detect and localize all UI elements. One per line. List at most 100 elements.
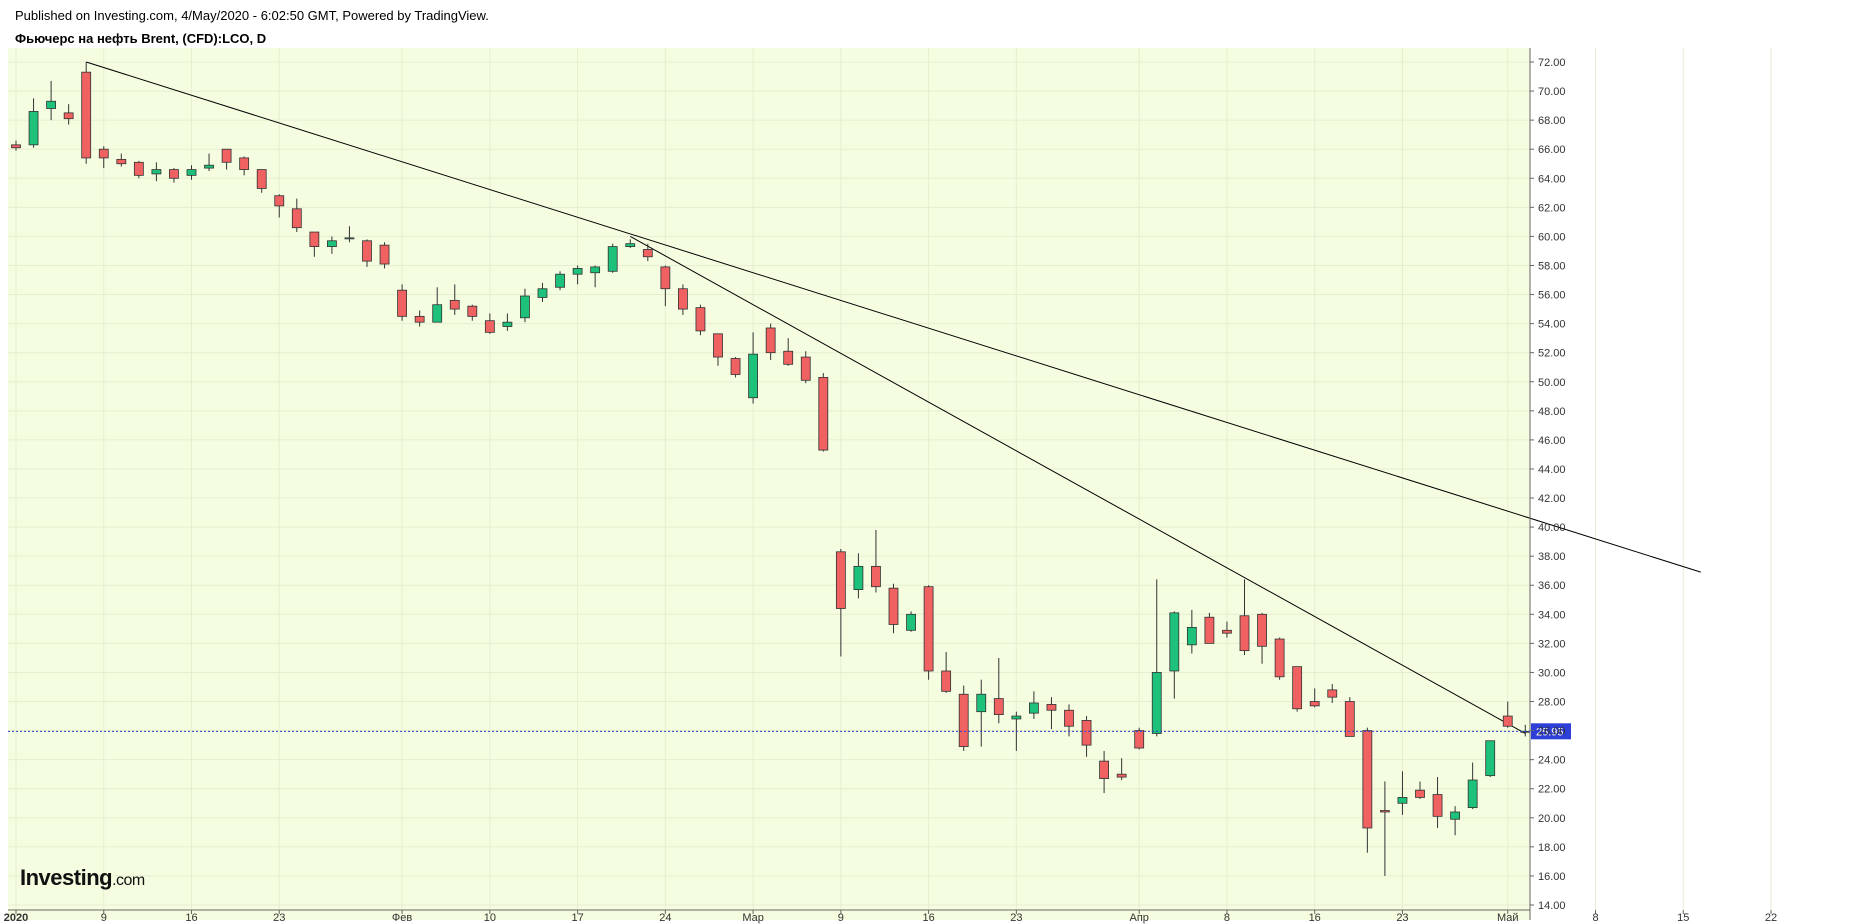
candle: [1362, 727, 1373, 853]
candle-body: [133, 161, 144, 176]
y-tick-label: 44.00: [1538, 464, 1566, 476]
candle: [713, 333, 723, 366]
candle-body: [221, 148, 232, 163]
candle: [642, 243, 653, 262]
candle: [555, 271, 565, 291]
candle-body: [274, 195, 285, 207]
candle-body: [1467, 779, 1478, 809]
candles: [11, 62, 1531, 876]
candle-body: [923, 586, 934, 672]
candle-body: [1222, 629, 1232, 634]
candle-body: [414, 315, 425, 323]
candle-body: [484, 320, 495, 333]
candle: [432, 287, 443, 323]
candle: [853, 553, 864, 599]
candle-body: [239, 157, 250, 170]
candle: [1257, 612, 1267, 664]
published-note: Published on Investing.com, 4/May/2020 -…: [15, 8, 489, 23]
x-axis: 2020 9 16 23 Фев 10 17 24 Мар 9 16 23 Апр 8 16 23 Май 8 15…: [4, 909, 1777, 924]
candle: [309, 231, 320, 257]
last-price-line: 25.95: [8, 723, 1571, 740]
candle: [116, 153, 127, 167]
symbol-title: Фьючерс на нефть Brent, (CFD):LCO, D: [15, 31, 267, 46]
x-tick-label: 16: [1309, 912, 1321, 924]
candle-body: [432, 304, 443, 323]
candle: [81, 62, 92, 164]
x-tick-label: 9: [101, 912, 107, 924]
x-tick-label: 9: [838, 912, 844, 924]
candle-body: [1134, 730, 1145, 749]
y-tick-label: 46.00: [1538, 435, 1566, 447]
candle-body: [520, 295, 530, 319]
candle: [923, 585, 934, 680]
candle-body: [502, 321, 513, 327]
y-tick-label: 20.00: [1538, 813, 1566, 825]
x-tick-label: 17: [571, 912, 583, 924]
y-tick-label: 58.00: [1538, 260, 1566, 272]
grid-lines: [8, 48, 1772, 910]
candle-body: [63, 112, 74, 120]
candle-body: [537, 288, 548, 298]
candle-body: [186, 169, 197, 176]
y-tick-label: 32.00: [1538, 638, 1566, 650]
candle-body: [169, 169, 179, 179]
candle-body: [783, 350, 794, 365]
y-tick-label: 38.00: [1538, 551, 1566, 563]
candle: [748, 332, 758, 404]
candle-body: [713, 333, 723, 358]
candle: [695, 304, 706, 336]
x-tick-label: Мар: [742, 912, 764, 924]
candle-body: [1257, 613, 1267, 647]
candle: [1081, 716, 1092, 757]
candle: [783, 338, 794, 366]
candle-body: [1485, 740, 1496, 777]
last-price-label: 25.95: [1536, 726, 1564, 738]
candle: [46, 80, 56, 121]
candle-body: [642, 249, 653, 258]
candle: [765, 323, 776, 360]
candle-body: [1397, 797, 1408, 804]
candle: [414, 310, 425, 327]
candle-body: [28, 111, 39, 146]
candle: [291, 198, 302, 233]
y-tick-label: 68.00: [1538, 115, 1566, 127]
candle: [660, 265, 671, 307]
y-tick-label: 60.00: [1538, 231, 1566, 243]
x-tick-label: 16: [185, 912, 197, 924]
y-tick-label: 40.00: [1538, 522, 1566, 534]
candle: [1344, 697, 1355, 737]
y-tick-label: 16.00: [1538, 871, 1566, 883]
candle: [607, 243, 618, 273]
candle: [98, 146, 109, 169]
candle-body: [1415, 789, 1425, 798]
candle: [274, 194, 285, 218]
candle-body: [555, 273, 565, 288]
x-tick-label: 8: [1224, 912, 1230, 924]
candle-body: [397, 289, 408, 317]
candle-body: [116, 158, 127, 165]
y-tick-label: 34.00: [1538, 609, 1566, 621]
candle: [818, 373, 829, 452]
candle: [221, 148, 232, 170]
candle: [1327, 684, 1338, 703]
candle-body: [11, 144, 21, 149]
candle-body: [309, 231, 320, 247]
candle: [678, 284, 688, 315]
candle-body: [835, 551, 846, 609]
candle: [537, 282, 548, 302]
candle-body: [1116, 773, 1127, 778]
y-tick-label: 14.00: [1538, 900, 1566, 912]
candle: [484, 313, 495, 334]
candle-body: [958, 693, 969, 747]
candle: [1186, 609, 1197, 654]
candle-body: [695, 307, 706, 332]
candle-body: [748, 353, 758, 399]
x-tick-label: 10: [484, 912, 496, 924]
chart-header: Published on Investing.com, 4/May/2020 -…: [15, 8, 489, 47]
candle-body: [1309, 701, 1320, 707]
candle-body: [1081, 720, 1092, 746]
candle: [1450, 806, 1460, 836]
candle-body: [1099, 760, 1109, 779]
candle: [835, 548, 846, 657]
